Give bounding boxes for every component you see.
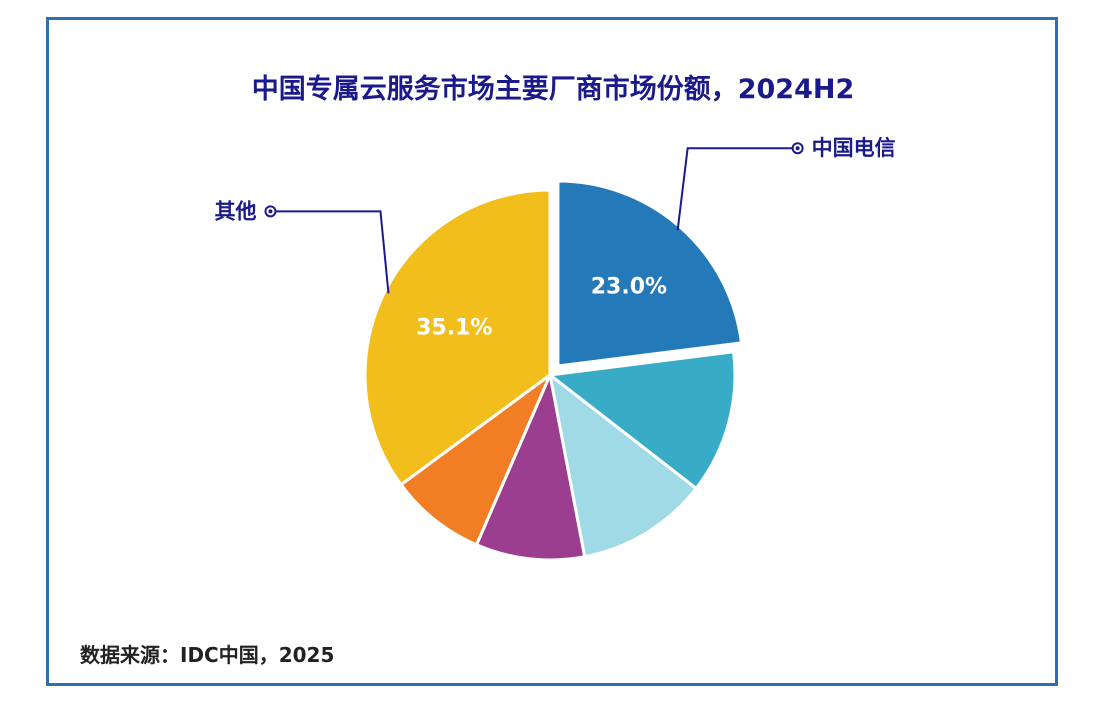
source-note: 数据来源：IDC中国，2025: [80, 643, 334, 667]
callout-label-6: 其他: [214, 199, 256, 223]
callout-marker-dot-6: [268, 209, 273, 214]
pie-slice-6: [363, 188, 552, 487]
pie-slice-2: [546, 350, 737, 491]
pie-slice-3: [547, 371, 699, 559]
chart-frame: [46, 17, 1058, 686]
callout-label-1: 中国电信: [812, 136, 896, 160]
pie-slice-5: [398, 370, 554, 547]
callout-line-6: [270, 210, 390, 294]
pie-labels: 23.0% 中国电信 35.1% 其他: [214, 136, 895, 340]
pie-slice-1: [556, 179, 744, 368]
callout-marker-dot-1: [795, 146, 800, 151]
callout-line-1: [676, 147, 798, 231]
pie-slice-4: [474, 369, 587, 562]
slice-value-label-6: 35.1%: [416, 316, 492, 341]
pie-slices: [363, 179, 744, 562]
slice-value-label-1: 23.0%: [591, 275, 667, 300]
chart-title: 中国专属云服务市场主要厂商市场份额，2024H2: [252, 73, 855, 105]
